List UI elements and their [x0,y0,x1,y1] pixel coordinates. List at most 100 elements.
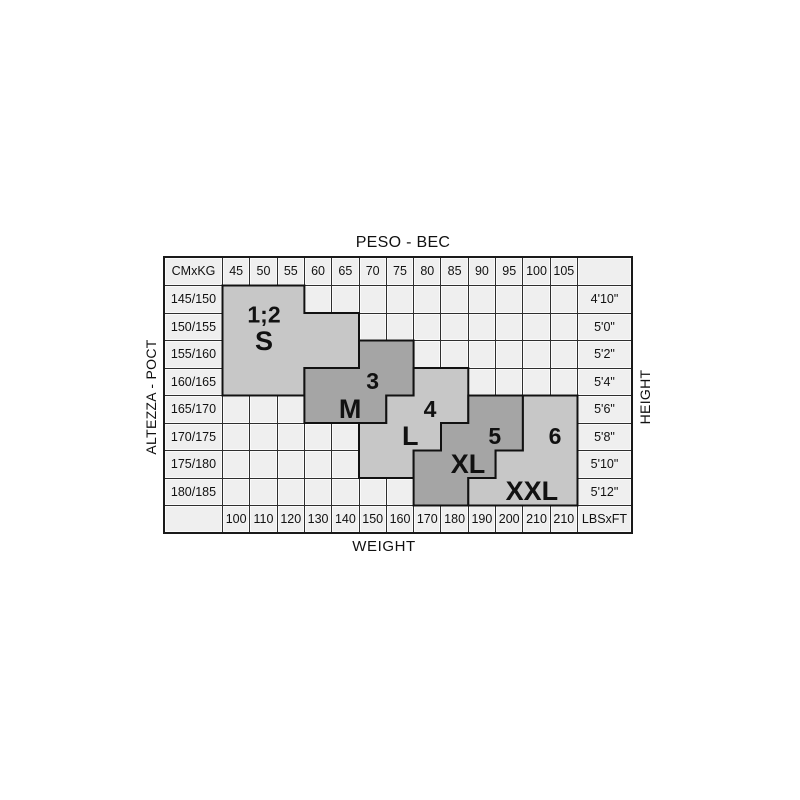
grid-cell [496,286,523,313]
grid-cell [441,478,468,505]
grid-cell [304,313,332,340]
ft-row-label-cell: 4'10" [577,286,631,313]
grid-cell [414,313,441,340]
size-grid: CMxKG 45 50 55 60 65 70 75 80 85 90 95 100 105 145/150… [163,256,633,534]
grid-cell [250,423,277,450]
grid-cell [441,368,468,395]
grid-cell [304,286,332,313]
grid-cell [332,313,359,340]
ft-row-label-cell: 5'8" [577,423,631,450]
grid-cell [359,313,386,340]
grid-cell [441,451,468,478]
cm-row-label-cell: 150/155 [165,313,222,340]
ft-row-label-cell: 5'0" [577,313,631,340]
kg-header-cell: 45 [223,258,250,285]
grid-cell [414,341,441,368]
cm-row-label-cell: 145/150 [165,286,222,313]
cm-row-label-cell: 160/165 [165,368,222,395]
grid-cell [496,341,523,368]
grid-cell [386,313,414,340]
grid-cell [277,368,304,395]
ft-row-label-cell: 5'2" [577,341,631,368]
grid-cell [523,423,550,450]
lbs-footer-cell: 160 [386,506,414,532]
lbs-footer-cell: 140 [332,506,359,532]
grid-cell [441,286,468,313]
kg-header-cell: 95 [496,258,523,285]
grid-cell [468,423,496,450]
ft-row-label-cell: 5'12" [577,478,631,505]
grid-cell [277,341,304,368]
grid-cell [304,451,332,478]
grid-cell [250,368,277,395]
grid-cell [468,286,496,313]
grid-cell [523,368,550,395]
grid-cell [332,423,359,450]
grid-cell [468,313,496,340]
lbs-footer-cell: 130 [304,506,332,532]
grid-cell [359,396,386,423]
grid-cell [496,423,523,450]
grid-cell [223,451,250,478]
grid-cell [386,286,414,313]
grid-cell [277,286,304,313]
grid-cell [359,451,386,478]
kg-header-cell: 80 [414,258,441,285]
grid-cell [304,368,332,395]
right-axis-title: HEIGHT [637,369,653,425]
grid-cell [441,396,468,423]
grid-cell [550,396,577,423]
grid-cell [277,478,304,505]
lbs-footer-cell: 190 [468,506,496,532]
grid-cell [250,286,277,313]
grid-cell [386,368,414,395]
lbs-footer-cell: 200 [496,506,523,532]
grid-cell [468,341,496,368]
grid-cell [468,396,496,423]
grid-cell [250,478,277,505]
size-table: CMxKG 45 50 55 60 65 70 75 80 85 90 95 100 105 145/150… [163,256,633,534]
grid-cell [414,451,441,478]
grid-cell [277,313,304,340]
grid-cell [523,313,550,340]
grid-cell [496,368,523,395]
kg-header-cell: 100 [523,258,550,285]
grid-cell [523,451,550,478]
grid-cell [277,396,304,423]
ft-row-label-cell: 5'10" [577,451,631,478]
grid-cell [386,423,414,450]
grid-cell [496,313,523,340]
grid-cell [223,368,250,395]
grid-cell [386,451,414,478]
grid-cell [523,396,550,423]
bottom-axis-title: WEIGHT [352,538,416,555]
cm-row-label-cell: 180/185 [165,478,222,505]
lbs-footer-cell: 170 [414,506,441,532]
grid-cell [523,478,550,505]
lbs-footer-cell: 150 [359,506,386,532]
grid-cell [550,478,577,505]
grid-cell [414,368,441,395]
lbs-unit-corner-cell: LBSxFT [577,506,631,532]
kg-header-cell: 70 [359,258,386,285]
grid-cell [386,478,414,505]
lbs-footer-cell: 210 [550,506,577,532]
grid-cell [277,451,304,478]
grid-cell [441,423,468,450]
cm-row-label-cell: 165/170 [165,396,222,423]
grid-cell [550,341,577,368]
top-right-blank-cell [577,258,631,285]
lbs-footer-cell: 110 [250,506,277,532]
kg-header-cell: 75 [386,258,414,285]
bottom-left-blank-cell [165,506,222,532]
grid-cell [223,341,250,368]
grid-cell [223,313,250,340]
ft-row-label-cell: 5'6" [577,396,631,423]
grid-cell [496,478,523,505]
grid-cell [223,478,250,505]
grid-cell [304,341,332,368]
grid-cell [250,396,277,423]
lbs-footer-cell: 210 [523,506,550,532]
cm-row-label-cell: 170/175 [165,423,222,450]
grid-cell [523,341,550,368]
